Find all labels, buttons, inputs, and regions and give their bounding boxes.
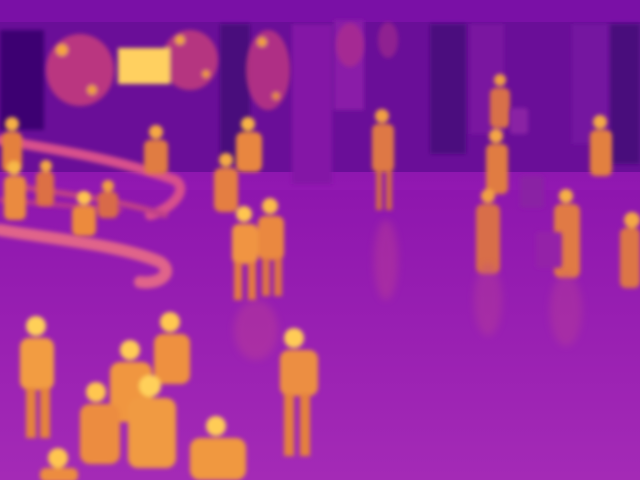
person bbox=[128, 375, 176, 468]
person bbox=[490, 74, 510, 128]
wall-pillars bbox=[0, 20, 640, 184]
person bbox=[620, 212, 640, 288]
person bbox=[72, 191, 96, 236]
person bbox=[214, 153, 238, 212]
person bbox=[80, 382, 120, 464]
lit-sign bbox=[118, 48, 170, 84]
person bbox=[236, 117, 262, 172]
person bbox=[476, 189, 500, 274]
person bbox=[280, 328, 318, 456]
person bbox=[590, 115, 612, 176]
person bbox=[190, 416, 246, 480]
person bbox=[258, 198, 284, 296]
floor-reflections bbox=[234, 220, 582, 360]
person bbox=[154, 312, 190, 384]
person bbox=[40, 448, 78, 480]
person bbox=[372, 109, 394, 210]
person bbox=[4, 161, 26, 220]
luggage bbox=[510, 108, 562, 268]
people bbox=[2, 74, 640, 480]
person bbox=[98, 180, 118, 218]
person bbox=[36, 160, 54, 206]
person bbox=[20, 316, 54, 438]
warm-wall-decor bbox=[46, 22, 398, 110]
person bbox=[486, 129, 508, 194]
person bbox=[232, 206, 258, 300]
ceiling bbox=[0, 0, 640, 22]
person bbox=[144, 125, 168, 174]
